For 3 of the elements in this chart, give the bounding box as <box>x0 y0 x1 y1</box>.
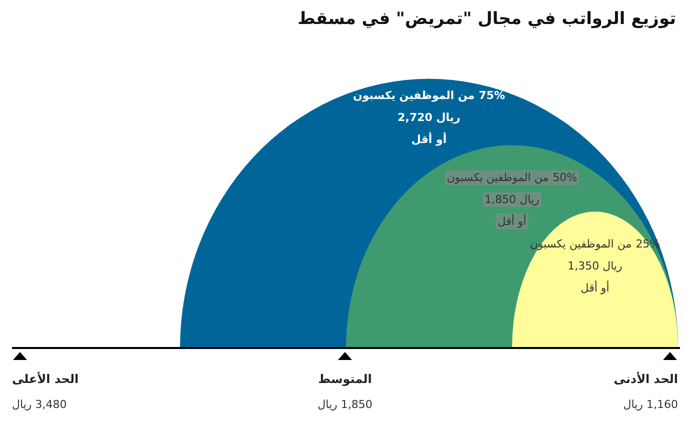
data-label: 50% <box>552 171 578 184</box>
data-label: 75% <box>478 88 506 102</box>
text: توزيع الرواتب في مجال "تمريض" في مسقط <box>298 9 676 29</box>
